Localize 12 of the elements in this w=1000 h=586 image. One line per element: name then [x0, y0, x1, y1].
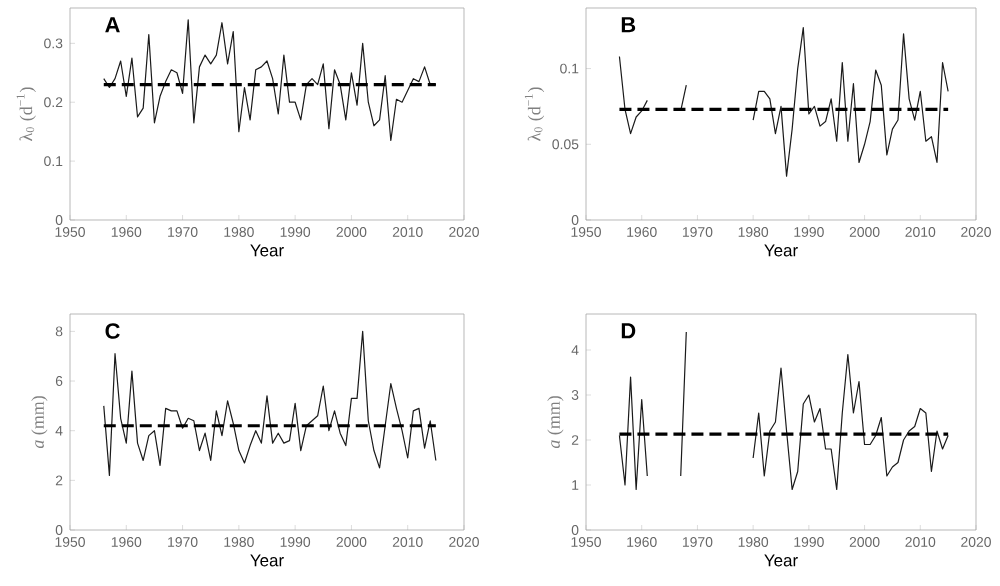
y-axis-title: λ$_{0}$ (d$^{−1}$) — [16, 87, 36, 141]
annotation: A — [105, 17, 120, 33]
annotation: B — [621, 17, 636, 33]
y-axis-title: a (mm) — [31, 396, 48, 449]
annotation: C — [105, 323, 120, 339]
x-axis-title: Year — [250, 554, 284, 567]
x-axis-title: Year — [764, 244, 798, 257]
x-axis-title: Year — [250, 244, 284, 257]
annotation: D — [621, 323, 636, 339]
y-axis-title: a (mm) — [547, 396, 564, 449]
y-axis-title: λ$_{0}$ (d$^{−1}$) — [524, 87, 545, 141]
x-axis-title: Year — [764, 554, 798, 567]
